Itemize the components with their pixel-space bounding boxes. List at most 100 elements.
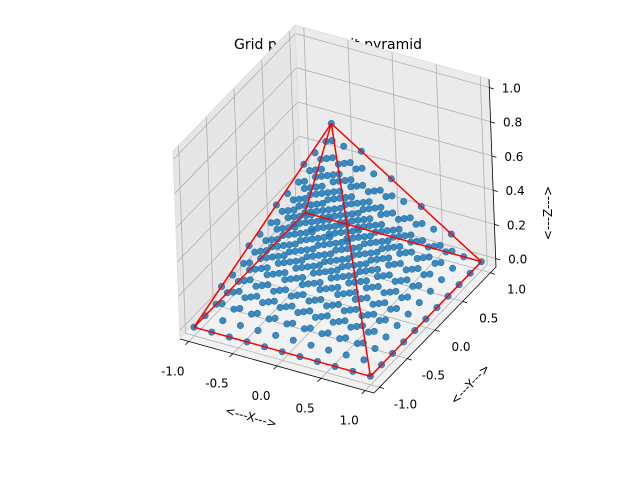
grid-point [346, 306, 354, 314]
z-tick-label: 0.0 [508, 253, 527, 267]
grid-point [297, 247, 305, 255]
grid-point [347, 193, 355, 201]
grid-point [323, 172, 331, 180]
grid-point [236, 321, 244, 329]
grid-point [338, 246, 346, 254]
grid-point [362, 284, 370, 292]
grid-point [362, 260, 370, 268]
grid-point [379, 272, 387, 280]
z-axis-line [488, 78, 497, 268]
grid-point [270, 287, 278, 295]
grid-point [263, 264, 271, 272]
y-tick-mark [407, 358, 412, 361]
grid-point [340, 290, 348, 298]
grid-point [328, 301, 336, 309]
y-tick-mark [490, 272, 496, 275]
grid-point [235, 287, 243, 295]
grid-point [312, 190, 320, 198]
grid-point [248, 310, 256, 318]
grid-point [309, 269, 317, 277]
grid-point [407, 231, 415, 239]
grid-point [415, 281, 423, 289]
grid-point [257, 247, 265, 255]
grid-point [375, 317, 383, 325]
grid-point [272, 331, 280, 339]
grid-point [308, 218, 316, 226]
grid-point [381, 299, 389, 307]
grid-point [376, 186, 384, 194]
grid-point [268, 236, 276, 244]
grid-point [365, 205, 373, 213]
grid-point [340, 307, 348, 315]
grid-point [369, 300, 377, 308]
grid-point [318, 330, 326, 338]
grid-point [340, 142, 348, 150]
grid-point [366, 232, 374, 240]
grid-point [414, 264, 422, 272]
grid-point [279, 225, 287, 233]
z-tick-mark [495, 258, 501, 261]
grid-point [382, 193, 390, 201]
grid-point [449, 264, 457, 272]
pyramid-edges [193, 122, 482, 378]
grid-point [364, 328, 372, 336]
grid-point [397, 277, 405, 285]
grid-point [325, 223, 333, 231]
grid-point [330, 188, 338, 196]
grid-point [342, 351, 350, 359]
y-tick-label: 0.0 [451, 340, 470, 354]
grid-point [317, 313, 325, 321]
grid-point [377, 211, 385, 219]
pyramid-base-edge [193, 212, 306, 328]
grid-point [362, 267, 370, 275]
grid-point [336, 335, 344, 343]
grid-point [309, 245, 317, 253]
grid-point [334, 300, 342, 308]
pyramid-lateral-edge [330, 123, 372, 377]
grid-point [289, 336, 297, 344]
grid-point [370, 310, 378, 318]
grid-point [412, 220, 420, 228]
grid-point [396, 259, 404, 267]
grid-point [346, 159, 354, 167]
grid-point [330, 205, 338, 213]
y-tick-label: -0.5 [422, 369, 445, 383]
grid-point [278, 207, 286, 215]
x-tick-label: -1.0 [161, 365, 184, 379]
grid-point [304, 280, 312, 288]
grid-point [372, 221, 380, 229]
tick-labels: -1.0 -0.5 0.0 0.5 1.0 -1.0 -0.5 0.0 0.5 1.0 0.0 0.2… [161, 82, 527, 428]
grid-point [295, 178, 303, 186]
grid-point [313, 200, 321, 208]
grid-point [323, 155, 331, 163]
grid-point [398, 294, 406, 302]
grid-point [314, 234, 322, 242]
grid-point [282, 303, 290, 311]
grid-point [366, 215, 374, 223]
grid-point [358, 164, 366, 172]
grid-point [329, 154, 337, 162]
grid-point [347, 200, 355, 208]
grid-point [437, 259, 445, 267]
grid-point [370, 170, 378, 178]
grid-point [387, 305, 395, 313]
grid-point [345, 279, 353, 287]
grid-point [337, 229, 345, 237]
grid-point [356, 260, 364, 268]
grid-point [254, 326, 262, 334]
y-tick-mark [379, 386, 385, 390]
grid-point [336, 211, 344, 219]
grid-point [264, 298, 272, 306]
grid-point [407, 248, 415, 256]
grid-point [366, 222, 374, 230]
x-gridline [364, 76, 488, 391]
grid-point [288, 302, 296, 310]
grid-point [296, 229, 304, 237]
grid-point [306, 307, 314, 315]
grid-point [299, 291, 307, 299]
grid-point [290, 213, 298, 221]
grid-point [329, 178, 337, 186]
grid-point [253, 292, 261, 300]
grid-point [385, 261, 393, 269]
